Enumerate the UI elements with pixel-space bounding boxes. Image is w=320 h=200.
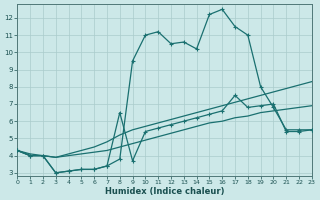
X-axis label: Humidex (Indice chaleur): Humidex (Indice chaleur) (105, 187, 224, 196)
